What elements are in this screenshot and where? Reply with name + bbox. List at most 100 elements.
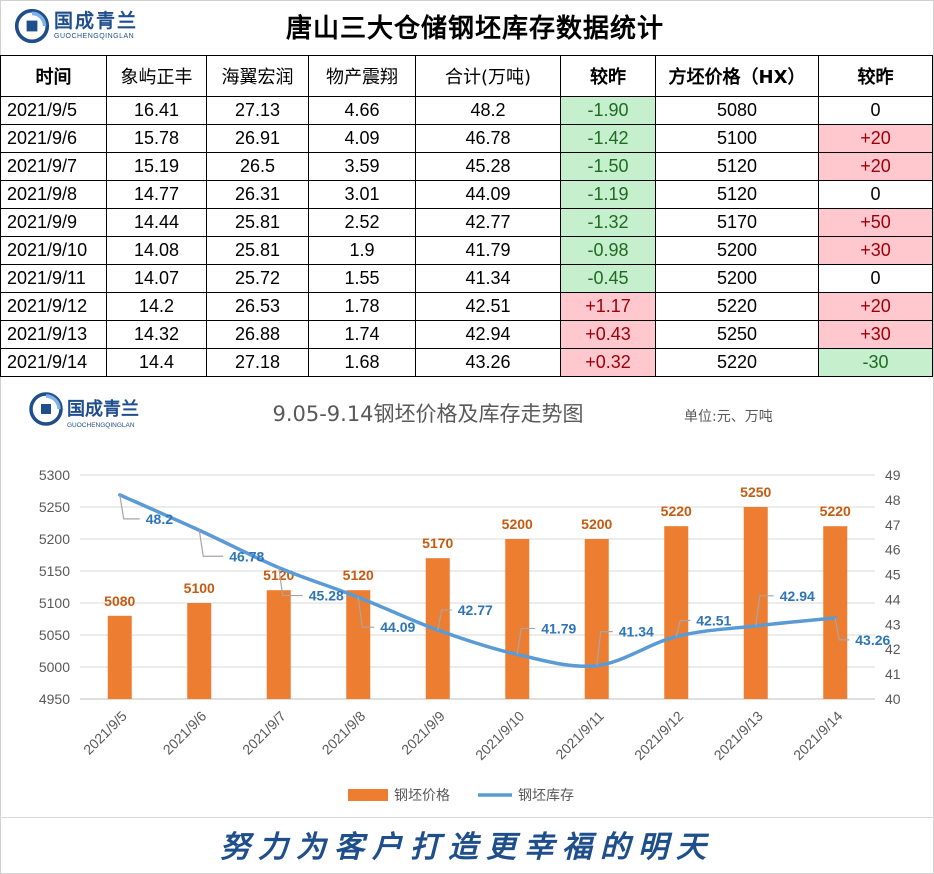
table-cell-xy: 14.44 (106, 208, 207, 237)
left-axis-tick-label: 5300 (39, 467, 70, 483)
inventory-data-label: 42.77 (458, 602, 493, 618)
x-axis-tick-label: 2021/9/11 (552, 708, 607, 763)
price-bar (664, 526, 689, 699)
table-cell-chg: -0.45 (560, 264, 656, 293)
table-cell-price: 5200 (655, 264, 819, 293)
col-header: 较昨 (560, 55, 656, 97)
table-cell-chg: -1.19 (560, 180, 656, 209)
table-cell-wc: 1.68 (308, 348, 416, 377)
col-header: 象屿正丰 (106, 55, 207, 97)
table-row: 2021/9/5 16.41 27.13 4.66 48.2 -1.90 5080 0 (0, 96, 933, 125)
price-bar (187, 603, 212, 699)
table-cell-chg: -1.32 (560, 208, 656, 237)
table-cell-hy: 26.88 (206, 320, 309, 349)
table-cell-wc: 1.78 (308, 292, 416, 321)
table-cell-date: 2021/9/5 (0, 96, 107, 125)
divider (0, 817, 934, 818)
chart-area: 国成青兰 GUOCHENGQINGLAN 9.05-9.14钢坯价格及库存走势图 单位… (0, 377, 934, 817)
legend-swatch-price (348, 789, 388, 801)
left-axis-tick-label: 5050 (39, 627, 70, 643)
left-axis-tick-label: 5250 (39, 499, 70, 515)
table-cell-pchg: +20 (818, 124, 933, 153)
table-cell-pchg: 0 (818, 96, 933, 125)
left-axis-tick-label: 5000 (39, 659, 70, 675)
table-cell-price: 5100 (655, 124, 819, 153)
right-axis-tick-label: 41 (885, 666, 901, 682)
header: 国成青兰 GUOCHENGQINGLAN 唐山三大仓储钢坯库存数据统计 (0, 0, 934, 55)
table-cell-total: 44.09 (415, 180, 561, 209)
slogan: 努力为客户打造更幸福的明天 (220, 830, 714, 865)
price-data-label: 5200 (581, 516, 612, 532)
inventory-data-label: 44.09 (380, 619, 415, 635)
left-axis-tick-label: 5150 (39, 563, 70, 579)
right-axis-tick-label: 47 (885, 517, 901, 533)
table-cell-hy: 25.81 (206, 236, 309, 265)
table-cell-total: 41.34 (415, 264, 561, 293)
table-cell-price: 5170 (655, 208, 819, 237)
legend-label-inventory: 钢坯库存 (518, 788, 574, 804)
table-cell-chg: +0.32 (560, 348, 656, 377)
table-cell-pchg: +20 (818, 292, 933, 321)
x-axis-tick-label: 2021/9/12 (631, 708, 687, 764)
inventory-data-label: 48.2 (146, 511, 173, 527)
logo-subtext: GUOCHENGQINGLAN (54, 33, 135, 40)
table-row: 2021/9/12 14.2 26.53 1.78 42.51 +1.17 5220 +20 (0, 292, 933, 321)
leader-line (516, 627, 536, 655)
table-cell-xy: 16.41 (106, 96, 207, 125)
col-header: 海翼宏润 (206, 55, 309, 97)
table-cell-pchg: +50 (818, 208, 933, 237)
x-axis-tick-label: 2021/9/6 (160, 708, 210, 758)
leader-line (198, 530, 224, 557)
price-bar (584, 539, 609, 699)
brand-logo: 国成青兰 GUOCHENGQINGLAN (14, 8, 138, 44)
col-header: 方坯价格（HX） (655, 55, 819, 97)
inventory-data-label: 42.51 (696, 613, 731, 629)
table-cell-pchg: +20 (818, 152, 933, 181)
x-axis-tick-label: 2021/9/13 (711, 708, 767, 764)
price-bar (266, 590, 291, 699)
table-row: 2021/9/9 14.44 25.81 2.52 42.77 -1.32 5170 +50 (0, 208, 933, 237)
table-cell-date: 2021/9/13 (0, 320, 107, 349)
table-cell-price: 5120 (655, 180, 819, 209)
x-axis-tick-label: 2021/9/8 (319, 708, 369, 758)
table-cell-price: 5250 (655, 320, 819, 349)
price-bar (505, 539, 530, 699)
table-row: 2021/9/6 15.78 26.91 4.09 46.78 -1.42 5100 +20 (0, 124, 933, 153)
leader-line (278, 567, 303, 597)
table-cell-xy: 15.78 (106, 124, 207, 153)
chart-logo (29, 392, 63, 426)
right-axis-tick-label: 48 (885, 492, 901, 508)
table-cell-chg: -1.50 (560, 152, 656, 181)
table-header-row: 时间 象屿正丰 海翼宏润 物产震翔 合计(万吨) 较昨 方坯价格（HX） 较昨 (0, 55, 933, 97)
inventory-data-label: 45.28 (309, 588, 344, 604)
table-cell-price: 5220 (655, 348, 819, 377)
table-cell-total: 46.78 (415, 124, 561, 153)
inventory-data-label: 43.26 (855, 632, 890, 648)
table-cell-xy: 14.08 (106, 236, 207, 265)
leader-line (675, 619, 691, 637)
leader-line (834, 617, 850, 641)
col-header: 物产震翔 (308, 55, 416, 97)
x-axis-tick-label: 2021/9/5 (80, 708, 130, 758)
price-data-label: 5200 (502, 516, 533, 532)
table-row: 2021/9/7 15.19 26.5 3.59 45.28 -1.50 5120 +20 (0, 152, 933, 181)
table-cell-chg: +1.17 (560, 292, 656, 321)
table-row: 2021/9/11 14.07 25.72 1.55 41.34 -0.45 5200 0 (0, 264, 933, 293)
right-axis-tick-label: 43 (885, 616, 901, 632)
inventory-line (118, 493, 837, 668)
right-axis-tick-label: 49 (885, 467, 901, 483)
legend-label-price: 钢坯价格 (394, 788, 450, 804)
inventory-data-label: 41.34 (619, 624, 654, 640)
table-cell-total: 43.26 (415, 348, 561, 377)
table-cell-pchg: 0 (818, 180, 933, 209)
table-cell-pchg: +30 (818, 320, 933, 349)
table-cell-date: 2021/9/8 (0, 180, 107, 209)
x-axis-tick-label: 2021/9/7 (239, 708, 289, 758)
table-cell-xy: 15.19 (106, 152, 207, 181)
table-cell-hy: 26.5 (206, 152, 309, 181)
leader-line (357, 597, 375, 628)
table-cell-total: 45.28 (415, 152, 561, 181)
table-cell-date: 2021/9/11 (0, 264, 107, 293)
price-data-label: 5220 (661, 503, 692, 519)
price-data-label: 5100 (184, 580, 215, 596)
